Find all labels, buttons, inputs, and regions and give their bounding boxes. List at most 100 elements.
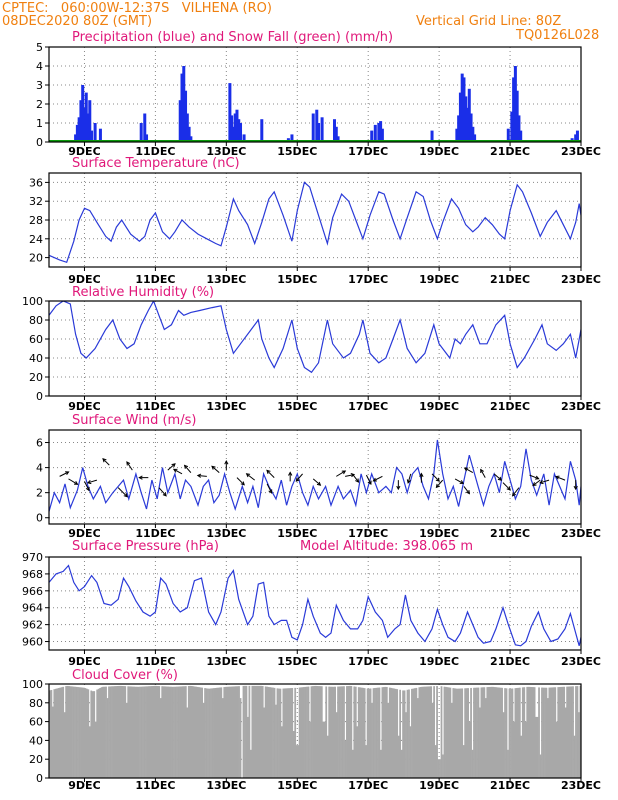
cloud-bar (190, 685, 193, 778)
cloud-bar (91, 691, 94, 778)
cloud-bar (431, 702, 434, 778)
cloud-bar (541, 687, 543, 778)
wind-arrow (351, 473, 359, 483)
cloud-bar (408, 689, 410, 778)
cloud-bar (66, 685, 69, 778)
cloud-bar (439, 759, 441, 778)
cloud-bar (269, 687, 271, 778)
cloud-bar (283, 688, 286, 778)
cloud-bar (409, 726, 412, 778)
pressure-xtick-label: 13DEC (206, 655, 246, 668)
precip-bar (90, 130, 94, 142)
cloud-bar (134, 686, 137, 778)
cloud-bar (179, 686, 181, 778)
cloud-bar (508, 688, 511, 778)
wind-arrow (84, 481, 90, 491)
rh-ytick-label: 100 (22, 295, 43, 308)
cloud-bar (334, 686, 336, 778)
cloud-bar (238, 686, 240, 778)
cloud-bar (545, 687, 548, 778)
wind-arrow (454, 478, 464, 484)
precip-bar (180, 73, 184, 142)
precip-bar (237, 119, 241, 142)
cloud-bar (329, 686, 332, 778)
precip-xtick-label: 21DEC (490, 145, 530, 158)
cloud-bar (461, 688, 464, 778)
cloud-bar (325, 686, 328, 778)
cloud-bar (474, 687, 477, 778)
temp-ytick-label: 20 (29, 252, 43, 265)
cloud-bar (118, 685, 121, 778)
cloud-bar (94, 721, 97, 778)
wind-arrow-head (211, 465, 216, 470)
cloud-bar (255, 685, 258, 778)
precip-bar (506, 128, 510, 142)
wind-arrow-head (406, 479, 411, 484)
cloud-bar (449, 687, 452, 778)
cloud-bar (202, 702, 205, 778)
precip-bar (460, 73, 464, 142)
precip-bar (81, 85, 85, 142)
rh-xtick-label: 23DEC (561, 400, 601, 413)
cloud-bar (561, 686, 564, 778)
precip-xtick-label: 11DEC (135, 145, 175, 158)
precip-xtick-label: 13DEC (206, 145, 246, 158)
cloud-bar (548, 687, 551, 778)
cloud-bar (292, 731, 295, 778)
cloud-bar (214, 687, 217, 778)
cloud-bar (205, 688, 208, 778)
cloud-bar (127, 686, 130, 778)
pressure-line (49, 564, 581, 647)
cloud-bar (165, 686, 168, 778)
wind-arrow (266, 483, 273, 494)
cloud-bar (249, 749, 252, 778)
cloud-bar (267, 686, 270, 778)
cloud-bar (282, 688, 285, 778)
precip-ytick-label: 1 (36, 117, 43, 130)
precip-bar (457, 115, 461, 142)
wind-arrow-head (196, 473, 202, 478)
cloud-bar (264, 686, 267, 778)
cloud-bar (221, 698, 224, 778)
precip-bar (373, 124, 377, 142)
cloud-bar (405, 712, 407, 778)
cloud-bar (510, 688, 512, 778)
cloud-bar (560, 686, 563, 778)
pressure-xtick-label: 19DEC (419, 655, 459, 668)
cloud-bar (337, 686, 339, 778)
cloud-bar (102, 686, 104, 778)
cloud-bar (515, 687, 518, 778)
cloud-bar (128, 686, 131, 778)
cloud-bar (371, 702, 373, 778)
cloud-bar (281, 726, 283, 778)
cloud-bar (483, 687, 486, 778)
cloud-ytick-label: 100 (22, 678, 43, 691)
wind-xtick-label: 19DEC (419, 527, 459, 540)
cloud-bar (529, 686, 532, 778)
precip-bar (145, 134, 149, 142)
precip-frame (48, 46, 582, 143)
wind-line (49, 439, 581, 512)
rh-ytick-label: 0 (36, 390, 43, 403)
cloud-bar (332, 686, 335, 778)
cloud-bar (193, 686, 196, 778)
cloud-xtick-label: 15DEC (277, 779, 317, 792)
rh-xtick-label: 21DEC (490, 400, 530, 413)
cloud-xtick-label: 23DEC (561, 779, 601, 792)
wind-arrow (373, 475, 383, 482)
cloud-bar (356, 726, 359, 778)
cloud-bar (557, 687, 560, 778)
cloud-bar (566, 686, 568, 778)
wind-xtick-label: 13DEC (206, 527, 246, 540)
cloud-bar (374, 687, 376, 778)
precip-bar (467, 88, 471, 142)
cloud-bar (242, 685, 245, 778)
cloud-bar (294, 687, 297, 778)
cloud-xtick-label: 9DEC (68, 779, 100, 792)
cloud-bar (415, 687, 418, 778)
cloud-bar (542, 687, 545, 778)
wind-arrow (167, 463, 176, 471)
cloud-bar (535, 716, 537, 778)
temp-ytick-label: 24 (29, 233, 43, 246)
cloud-bar (146, 686, 149, 778)
